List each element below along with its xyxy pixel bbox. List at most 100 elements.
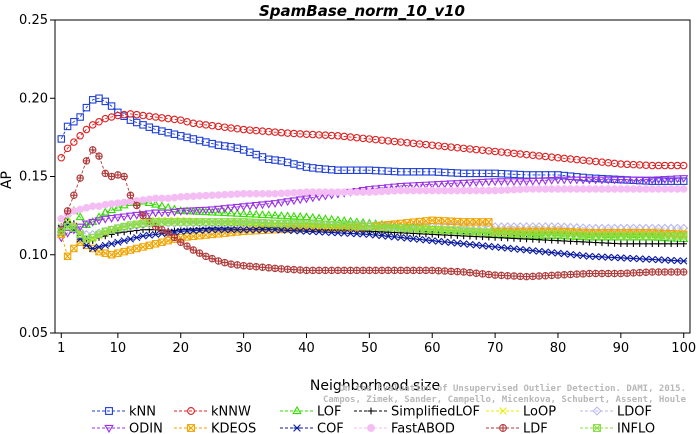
- data-point-inflo: [195, 218, 204, 226]
- legend-marker: [499, 407, 507, 415]
- data-point-simplifiedlof: [611, 240, 618, 247]
- data-point-cof: [277, 226, 285, 234]
- data-point-cof: [428, 237, 436, 245]
- data-point-lof: [327, 214, 337, 223]
- data-point-ldf: [535, 272, 543, 280]
- legend-item-lof: LOF: [280, 405, 342, 420]
- data-point-ldf: [233, 261, 242, 269]
- data-point-cof: [447, 238, 455, 247]
- data-point-cof: [309, 227, 317, 236]
- data-point-fastabod: [176, 193, 185, 201]
- data-point-kdeos: [485, 218, 493, 226]
- data-point-inflo: [472, 228, 480, 236]
- data-point-lof: [314, 213, 324, 222]
- data-point-ldf: [365, 266, 374, 275]
- data-point-fastabod: [371, 188, 380, 196]
- data-point-cof: [378, 232, 386, 240]
- data-point-fastabod: [610, 185, 619, 193]
- data-point-lof: [207, 207, 217, 216]
- data-point-simplifiedlof: [127, 228, 134, 235]
- data-point-simplifiedlof: [114, 229, 122, 237]
- data-point-inflo: [491, 229, 499, 237]
- data-point-odin: [383, 184, 393, 193]
- data-point-odin: [169, 208, 180, 217]
- data-point-knn: [239, 146, 248, 154]
- series-fastabod: [57, 185, 688, 223]
- data-point-odin: [559, 176, 569, 185]
- data-point-odin: [56, 234, 66, 243]
- data-point-simplifiedlof: [649, 240, 656, 247]
- legend-label: COF: [317, 422, 344, 434]
- data-point-simplifiedlof: [561, 237, 568, 245]
- data-point-lof: [257, 210, 268, 218]
- data-point-ldof: [572, 223, 582, 232]
- legend-item-cof: COF: [280, 422, 344, 434]
- data-point-odin: [440, 180, 450, 189]
- data-point-cof: [598, 253, 606, 261]
- x-tick-label: 30: [235, 341, 252, 356]
- data-point-ldf: [82, 157, 91, 165]
- data-point-cof: [478, 242, 487, 250]
- data-point-fastabod: [315, 188, 323, 196]
- data-point-fastabod: [535, 185, 543, 193]
- data-point-odin: [144, 210, 154, 219]
- data-point-cof: [491, 243, 499, 251]
- data-point-fastabod: [604, 185, 613, 193]
- data-point-odin: [647, 176, 657, 185]
- data-point-cof: [233, 226, 241, 234]
- data-point-cof: [617, 254, 625, 262]
- data-point-ldof: [654, 223, 664, 233]
- data-point-inflo: [466, 227, 474, 236]
- data-point-ldf: [497, 271, 506, 280]
- data-point-ldf: [598, 269, 606, 278]
- data-point-simplifiedlof: [523, 235, 530, 243]
- data-point-lof: [264, 210, 274, 219]
- data-point-odin: [176, 207, 186, 216]
- data-point-ldf: [252, 262, 260, 271]
- data-point-fastabod: [510, 185, 518, 194]
- data-point-simplifiedlof: [454, 232, 461, 239]
- data-point-odin: [427, 181, 437, 190]
- data-point-odin: [521, 178, 532, 187]
- legend-item-inflo: INFLO: [580, 422, 655, 434]
- data-point-ldf: [397, 266, 405, 275]
- data-point-fastabod: [107, 200, 116, 208]
- data-point-cof: [673, 257, 682, 265]
- data-point-fastabod: [327, 188, 336, 196]
- data-point-fastabod: [57, 215, 66, 223]
- data-point-kdeos: [120, 247, 128, 256]
- data-point-fastabod: [202, 191, 210, 200]
- data-point-ldf: [170, 233, 179, 242]
- data-point-odin: [622, 176, 632, 185]
- data-point-odin: [125, 212, 136, 221]
- data-point-simplifiedlof: [429, 231, 436, 238]
- legend-label: kNNW: [211, 405, 251, 420]
- data-point-kdeos: [252, 226, 260, 235]
- data-point-ldf: [346, 266, 355, 275]
- data-point-odin: [295, 196, 305, 205]
- data-point-ldf: [522, 272, 531, 281]
- data-point-fastabod: [365, 188, 374, 196]
- data-point-inflo: [516, 230, 524, 238]
- data-point-ldf: [447, 267, 455, 276]
- data-point-odin: [257, 201, 268, 210]
- data-point-cof: [302, 227, 311, 235]
- data-point-simplifiedlof: [636, 240, 643, 247]
- data-point-knnw: [76, 132, 84, 140]
- data-point-kdeos: [145, 241, 154, 250]
- data-point-cof: [139, 232, 147, 240]
- data-point-odin: [484, 178, 494, 187]
- data-point-knnw: [70, 138, 78, 146]
- data-point-simplifiedlof: [674, 240, 681, 247]
- data-point-ldf: [510, 272, 518, 280]
- data-point-inflo: [101, 227, 110, 236]
- data-point-cof: [328, 228, 336, 237]
- data-point-simplifiedlof: [623, 240, 631, 247]
- data-point-fastabod: [233, 190, 242, 198]
- data-point-fastabod: [591, 185, 600, 193]
- data-point-inflo: [76, 230, 84, 239]
- data-point-fastabod: [661, 185, 669, 193]
- data-point-odin: [276, 199, 286, 208]
- legend-item-kdeos: KDEOS: [174, 422, 256, 434]
- data-point-odin: [515, 178, 525, 187]
